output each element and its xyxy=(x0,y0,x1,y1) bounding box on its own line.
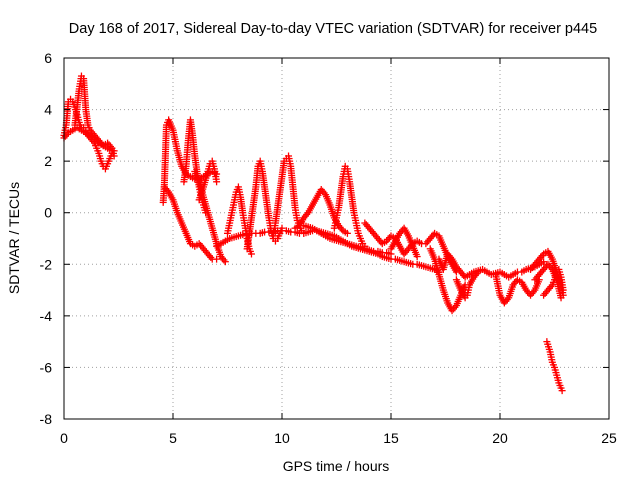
data-point xyxy=(108,149,116,157)
x-tick-label: 25 xyxy=(601,430,617,446)
data-point xyxy=(343,229,351,237)
y-tick-label: 6 xyxy=(44,50,52,66)
y-tick-label: -8 xyxy=(40,411,53,427)
chart-title: Day 168 of 2017, Sidereal Day-to-day VTE… xyxy=(69,21,597,37)
x-tick-label: 0 xyxy=(60,430,68,446)
x-tick-label: 10 xyxy=(274,430,290,446)
data-point xyxy=(221,258,229,266)
y-tick-label: 0 xyxy=(44,205,52,221)
data-point xyxy=(213,255,221,263)
x-tick-label: 5 xyxy=(169,430,177,446)
y-tick-label: -4 xyxy=(40,308,53,324)
data-point xyxy=(540,258,548,266)
data-point xyxy=(474,268,482,276)
y-axis-label: SDTVAR / TECUs xyxy=(6,182,22,294)
x-tick-label: 15 xyxy=(383,430,399,446)
y-tick-labels: -8 -6 -4 -2 0 2 4 6 xyxy=(40,50,53,427)
data-point xyxy=(278,224,286,232)
data-point xyxy=(557,294,565,302)
data-point xyxy=(213,178,221,186)
data-point xyxy=(413,253,421,261)
x-axis-label: GPS time / hours xyxy=(283,458,390,474)
y-tick-label: 4 xyxy=(44,102,52,118)
data-point xyxy=(300,229,308,237)
data-point xyxy=(558,387,566,395)
y-tick-label: -6 xyxy=(40,359,53,375)
data-point xyxy=(559,286,567,294)
y-tick-label: -2 xyxy=(40,256,53,272)
plot-frame xyxy=(63,57,610,420)
y-tick-label: 2 xyxy=(44,153,52,169)
data-point xyxy=(247,250,255,258)
axis-ticks xyxy=(63,57,610,420)
x-tick-label: 20 xyxy=(492,430,508,446)
data-points xyxy=(60,72,567,395)
x-tick-labels: 0 5 10 15 20 25 xyxy=(60,430,617,446)
